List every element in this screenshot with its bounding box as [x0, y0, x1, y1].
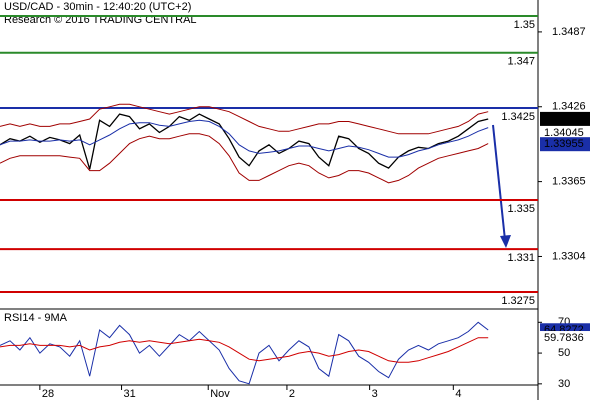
x-tick-label: 31	[124, 388, 136, 400]
y-tick-label: 1.3426	[552, 101, 586, 113]
chart-title: USD/CAD - 30min - 12:40:20 (UTC+2)	[4, 1, 191, 13]
y-tick-label: 1.3365	[552, 176, 586, 188]
series-line	[0, 119, 489, 158]
x-tick-label: 28	[42, 388, 54, 400]
price-tag	[540, 331, 590, 346]
y-tick-label: 1.3487	[552, 26, 586, 38]
rsi-label: RSI14 - 9MA	[4, 312, 68, 324]
price-tag-label: 1.34161	[544, 113, 584, 125]
rsi-line	[0, 337, 489, 363]
x-tick-label: 4	[455, 388, 461, 400]
price-tag	[540, 111, 590, 126]
price-tag	[540, 126, 590, 141]
rsi-tick-label: 30	[558, 378, 570, 390]
price-tag-label: 1.33955	[544, 138, 584, 150]
series-line	[0, 133, 489, 184]
x-tick-label: 2	[289, 388, 295, 400]
x-tick-label: 3	[372, 388, 378, 400]
forecast-arrow-head	[500, 235, 511, 248]
price-tag	[540, 137, 590, 152]
level-label: 1.3275	[501, 295, 535, 307]
price-tag-label: 59.7836	[544, 332, 584, 344]
rsi-tick-label: 50	[558, 347, 570, 359]
price-tag-label: 1.34045	[544, 127, 584, 139]
y-tick-label: 1.3304	[552, 250, 586, 262]
series-line	[0, 103, 489, 135]
level-label: 1.331	[507, 252, 535, 264]
level-label: 1.335	[507, 203, 535, 215]
forecast-arrow	[492, 124, 506, 241]
level-label: 1.3425	[501, 111, 535, 123]
level-label: 1.347	[507, 56, 535, 68]
level-label: 1.35	[514, 19, 535, 31]
x-tick-label: Nov	[210, 388, 230, 400]
